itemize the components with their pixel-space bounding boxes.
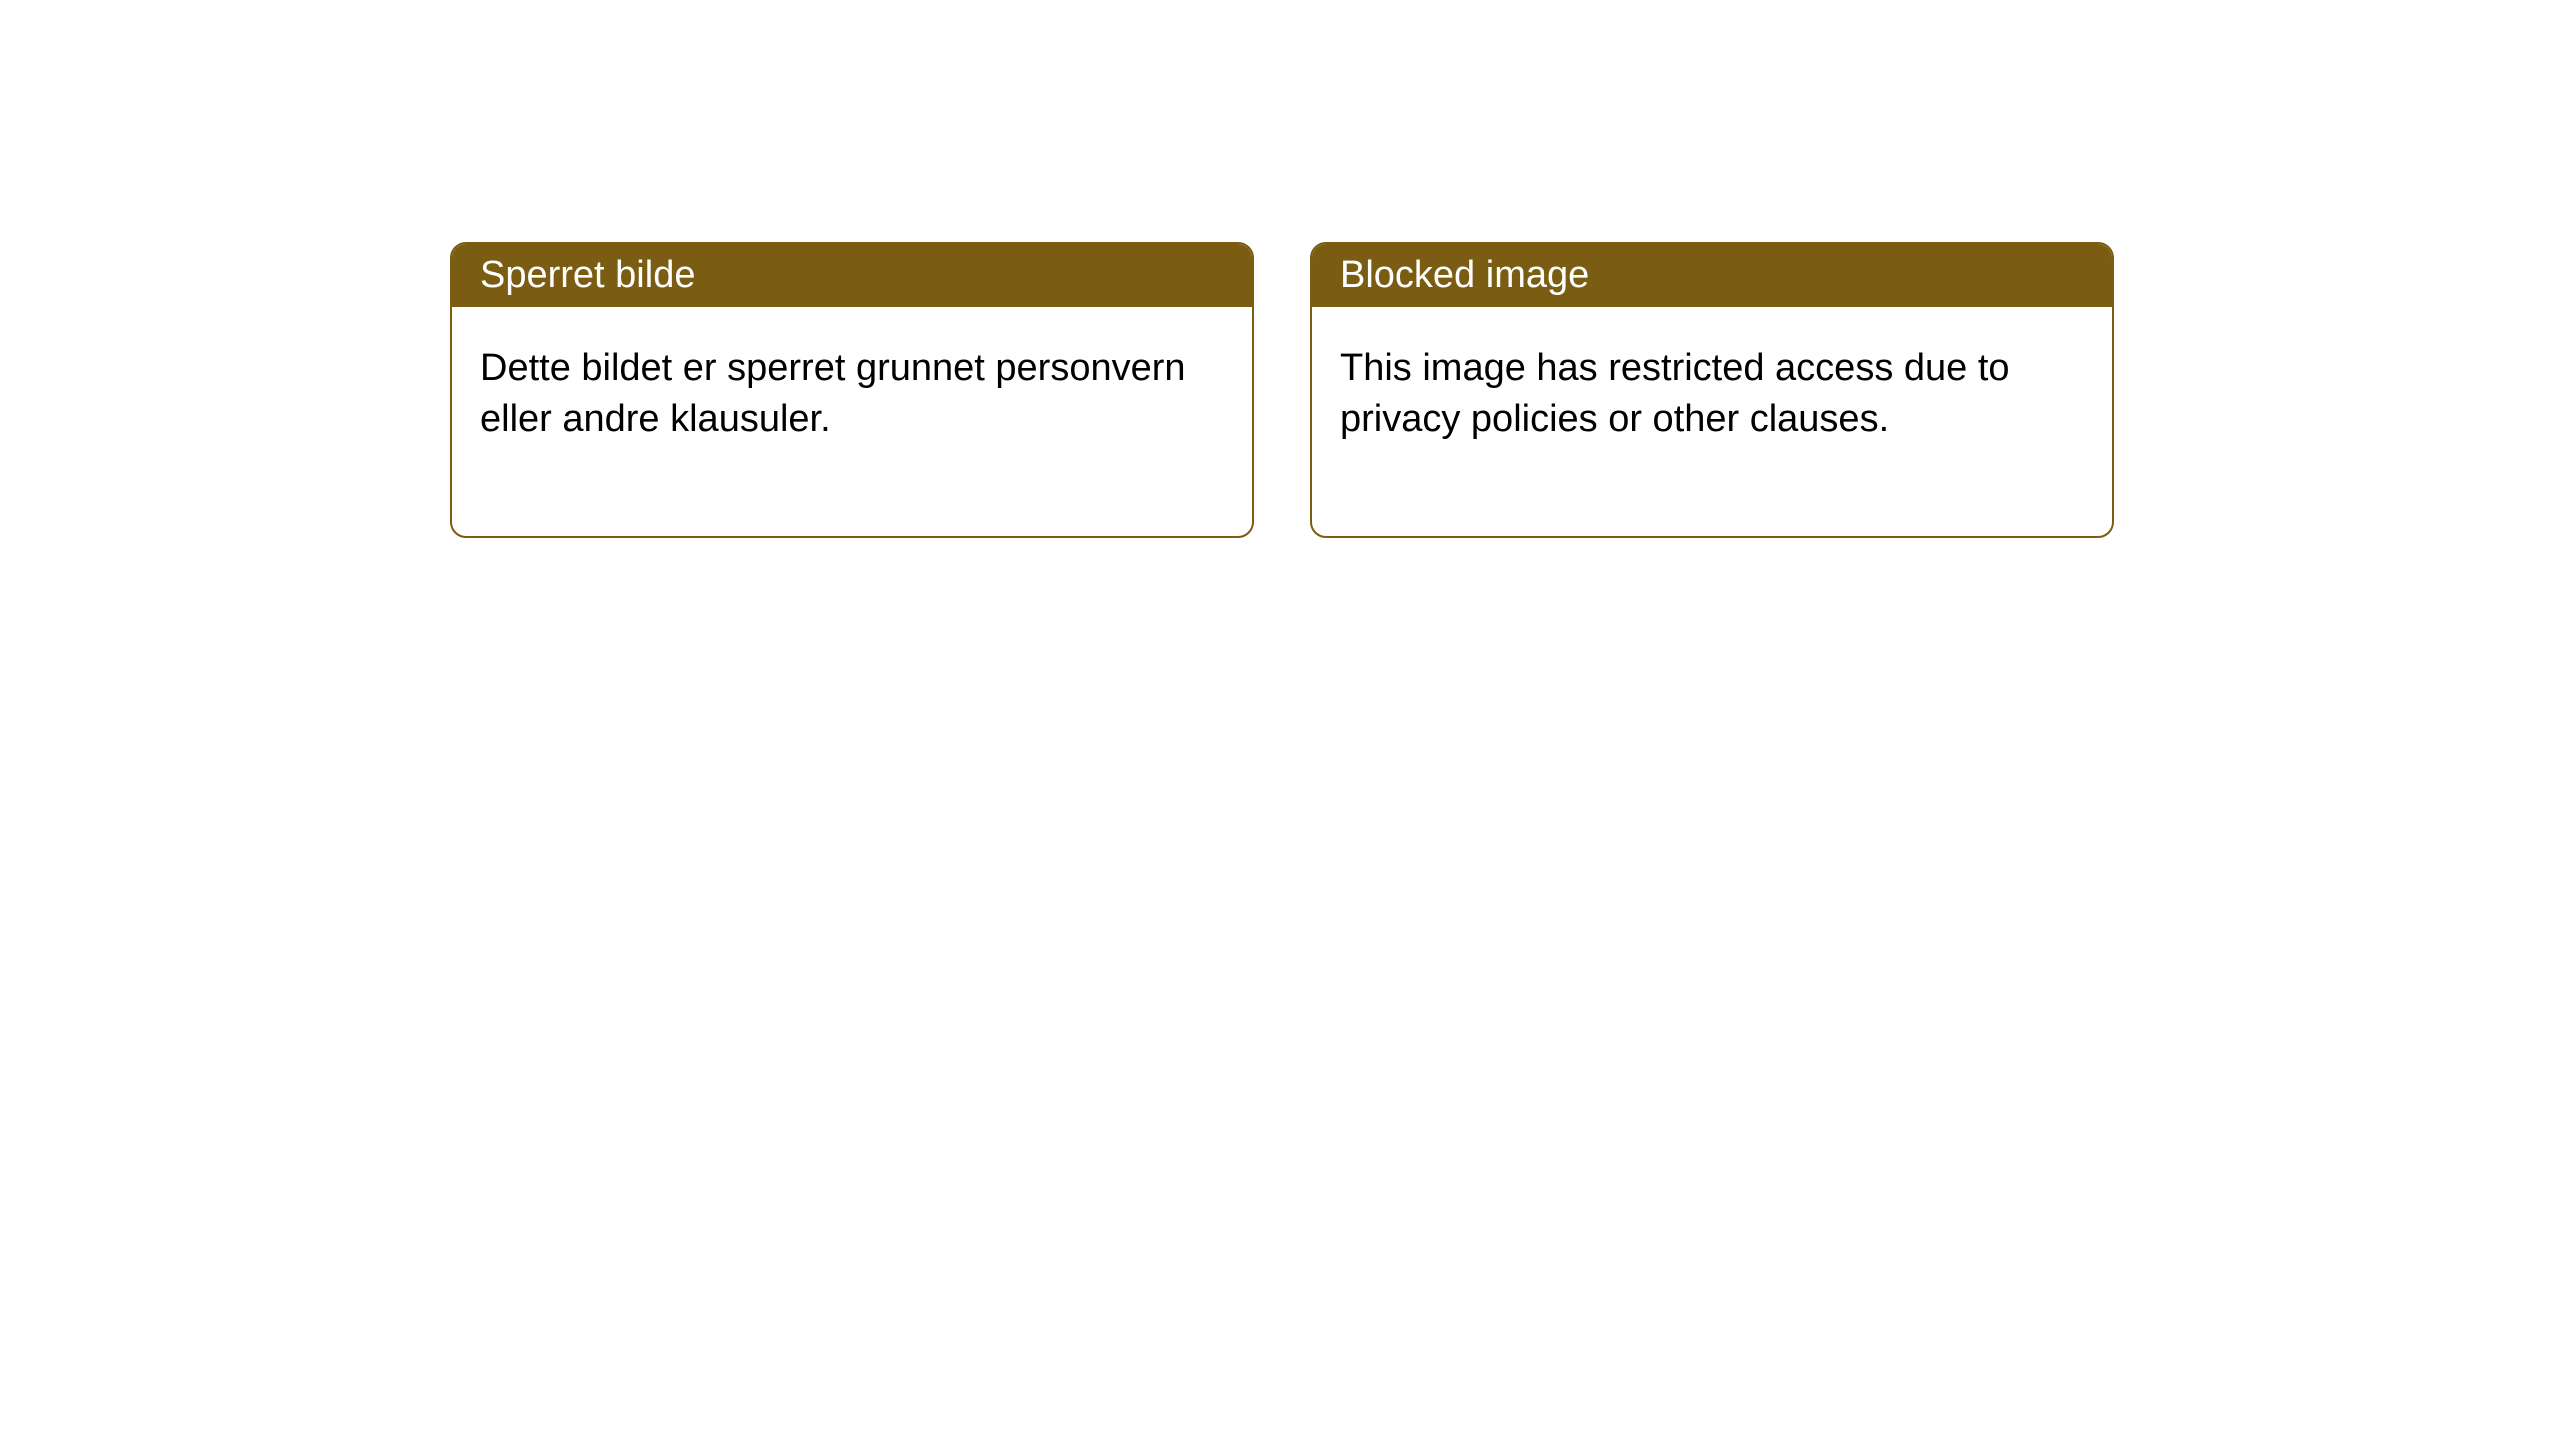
message-header-norwegian: Sperret bilde — [452, 244, 1252, 307]
message-body-english: This image has restricted access due to … — [1312, 307, 2112, 536]
message-header-english: Blocked image — [1312, 244, 2112, 307]
message-body-norwegian: Dette bildet er sperret grunnet personve… — [452, 307, 1252, 536]
message-text-english: This image has restricted access due to … — [1340, 347, 2010, 440]
message-text-norwegian: Dette bildet er sperret grunnet personve… — [480, 347, 1186, 440]
message-container: Sperret bilde Dette bildet er sperret gr… — [0, 0, 2560, 538]
message-box-norwegian: Sperret bilde Dette bildet er sperret gr… — [450, 242, 1254, 538]
message-box-english: Blocked image This image has restricted … — [1310, 242, 2114, 538]
message-title-english: Blocked image — [1340, 254, 1589, 296]
message-title-norwegian: Sperret bilde — [480, 254, 695, 296]
